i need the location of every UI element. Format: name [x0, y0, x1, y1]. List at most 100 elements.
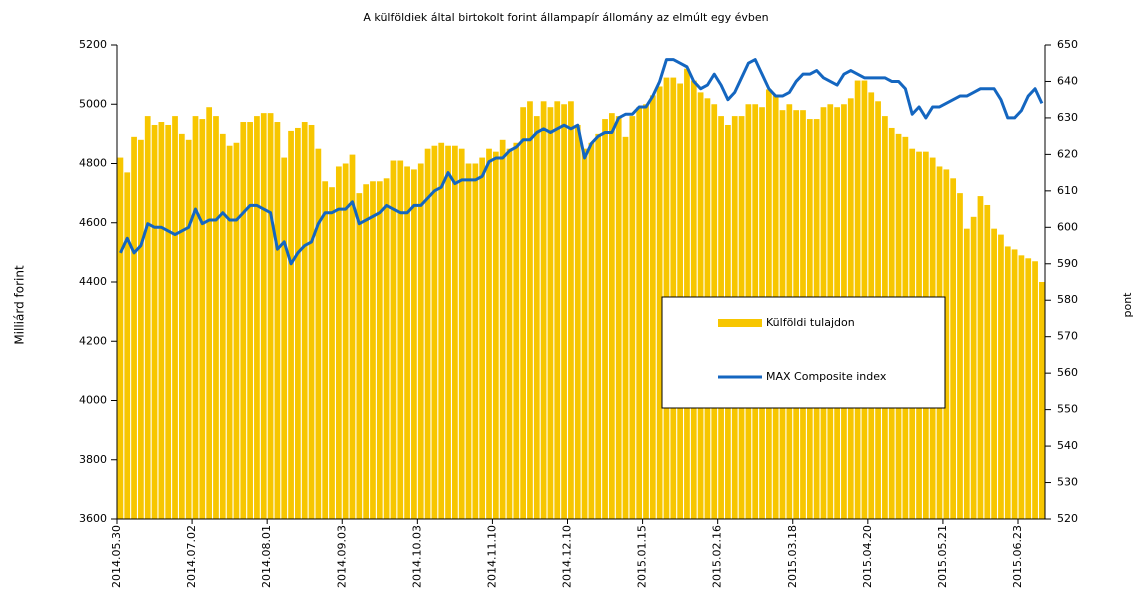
y2-tick-label: 610 — [1057, 184, 1078, 197]
bar — [506, 148, 513, 519]
bar — [438, 142, 445, 519]
bar — [144, 116, 151, 519]
bar — [192, 116, 199, 519]
bar — [629, 116, 636, 519]
bar — [602, 119, 608, 519]
bar — [260, 113, 267, 519]
legend-box — [661, 296, 946, 409]
bar — [445, 145, 451, 519]
bar — [520, 107, 526, 520]
bar — [977, 196, 984, 519]
bar — [950, 178, 957, 519]
bar — [295, 127, 301, 519]
legend: Külföldi tulajdon MAX Composite index — [661, 296, 946, 409]
bar — [943, 169, 950, 520]
bar — [486, 148, 492, 519]
bar — [991, 228, 997, 520]
bar — [970, 216, 977, 519]
bar — [411, 169, 417, 520]
bar — [383, 178, 390, 519]
bar — [274, 122, 281, 520]
bar — [656, 86, 663, 519]
y2-tick-label: 600 — [1057, 220, 1078, 233]
bar — [595, 133, 602, 519]
y-tick-label: 4400 — [79, 275, 107, 288]
x-tick-label: 2015.03.18 — [786, 525, 799, 588]
bar — [213, 116, 219, 519]
bar — [1004, 246, 1011, 519]
y2-tick-label: 640 — [1057, 74, 1078, 87]
bar — [479, 157, 486, 519]
bar — [472, 163, 479, 519]
y2-tick-label: 530 — [1057, 476, 1078, 489]
y2-axis-label: pont — [1121, 292, 1134, 318]
bar — [554, 101, 561, 519]
bar — [963, 228, 970, 520]
bar — [172, 116, 178, 519]
y-tick-label: 4200 — [79, 334, 107, 347]
bar — [404, 166, 410, 519]
y2-tick-label: 590 — [1057, 257, 1078, 270]
x-tick-label: 2014.05.30 — [110, 525, 123, 588]
x-tick-label: 2015.06.23 — [1011, 525, 1024, 588]
bar — [581, 148, 588, 519]
bar — [561, 104, 567, 519]
bar — [335, 166, 342, 519]
bar — [1032, 261, 1038, 519]
y-tick-label: 4800 — [79, 157, 107, 170]
bar — [178, 133, 185, 519]
bar — [138, 139, 144, 520]
bar — [417, 163, 424, 519]
y2-tick-label: 550 — [1057, 403, 1078, 416]
bar — [301, 122, 308, 520]
bar — [206, 107, 213, 520]
bar — [957, 193, 963, 519]
y2-tick-label: 540 — [1057, 439, 1078, 452]
bar — [609, 113, 615, 519]
bar — [1025, 258, 1032, 519]
bar — [431, 145, 438, 519]
y2-tick-label: 520 — [1057, 512, 1078, 525]
bar — [499, 139, 506, 520]
bar — [998, 234, 1004, 519]
bar — [615, 116, 622, 519]
bar — [329, 187, 335, 519]
y-tick-label: 3800 — [79, 453, 107, 466]
bar — [165, 124, 172, 520]
x-tick-label: 2014.08.01 — [260, 525, 273, 588]
bar — [281, 157, 288, 519]
bar — [117, 157, 124, 519]
y-tick-label: 3600 — [79, 512, 107, 525]
x-tick-label: 2014.09.03 — [335, 525, 348, 588]
bar — [1018, 255, 1025, 519]
x-tick-label: 2014.07.02 — [185, 525, 198, 588]
y-tick-label: 5000 — [79, 97, 107, 110]
bar — [533, 116, 540, 519]
bar — [267, 113, 274, 519]
bar — [370, 181, 376, 519]
bar — [131, 136, 137, 519]
y2-tick-label: 630 — [1057, 111, 1078, 124]
bar — [1039, 282, 1045, 519]
y-tick-label: 4000 — [79, 394, 107, 407]
y-tick-label: 4600 — [79, 216, 107, 229]
bar — [240, 122, 247, 520]
bar — [315, 148, 322, 519]
bar — [527, 101, 533, 519]
y2-tick-label: 580 — [1057, 293, 1078, 306]
bar — [588, 142, 595, 519]
legend-swatch — [718, 319, 762, 327]
bar — [397, 160, 404, 519]
bar — [185, 139, 192, 520]
bar — [636, 107, 643, 520]
y2-tick-label: 620 — [1057, 147, 1078, 160]
legend-label: MAX Composite index — [766, 370, 887, 383]
bar — [342, 163, 349, 519]
y2-tick-label: 560 — [1057, 366, 1078, 379]
bar — [492, 151, 499, 519]
chart-title: A külföldiek által birtokolt forint álla… — [363, 11, 768, 24]
x-tick-label: 2015.02.16 — [711, 525, 724, 588]
bar — [513, 142, 520, 519]
bar — [574, 124, 581, 520]
